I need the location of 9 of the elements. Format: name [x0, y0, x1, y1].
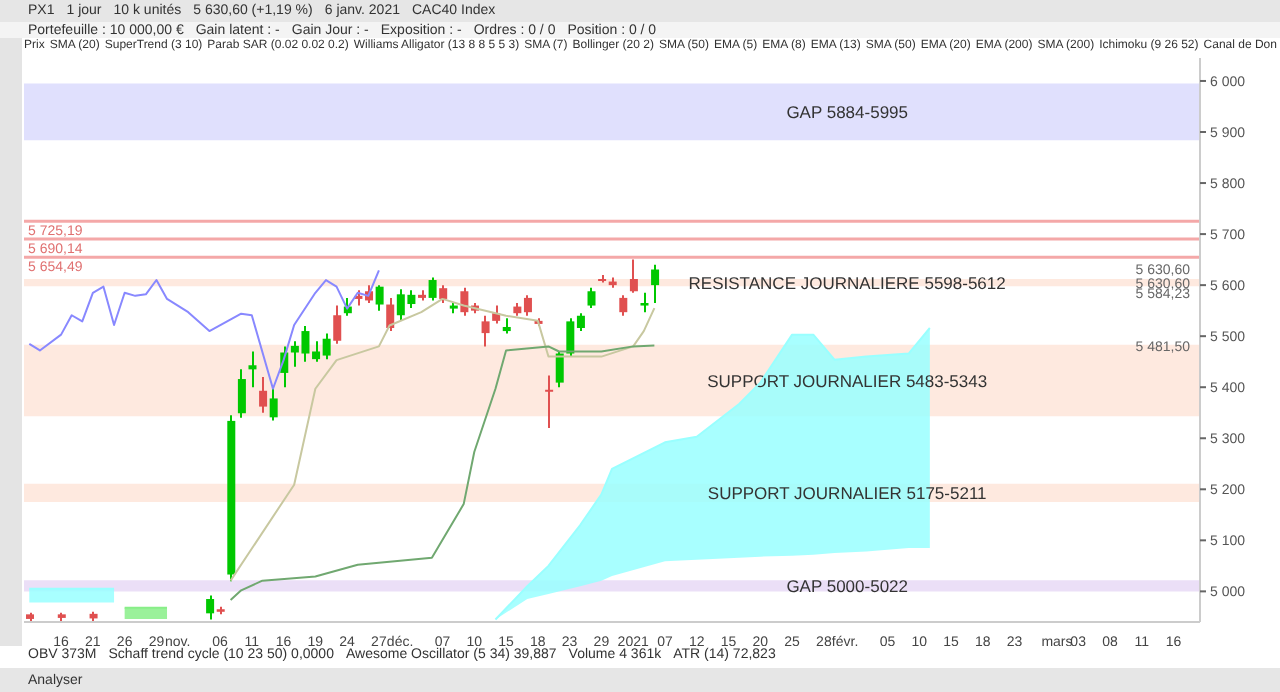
- line-series: [229, 344, 656, 602]
- band-label: GAP 5000-5022: [786, 575, 909, 596]
- candlestick: [640, 291, 649, 314]
- candlestick: [216, 605, 225, 616]
- line-series: [28, 269, 380, 390]
- band-label: GAP 5884-5995: [786, 101, 909, 122]
- band-label: RESISTANCE JOURNALIERE 5598-5612: [688, 272, 1007, 293]
- band-label: SUPPORT JOURNALIER 5483-5343: [707, 370, 988, 391]
- band-label: SUPPORT JOURNALIER 5175-5211: [707, 482, 988, 503]
